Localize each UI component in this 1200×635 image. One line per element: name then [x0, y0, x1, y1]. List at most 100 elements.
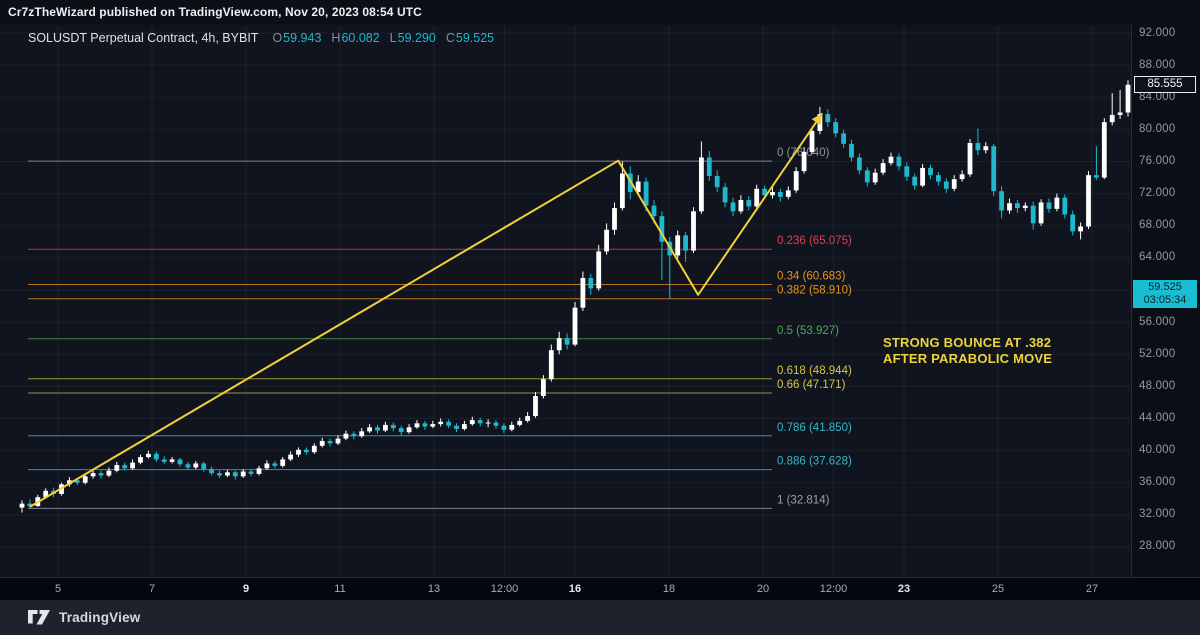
candle-up [138, 457, 143, 463]
time-axis-label-9: 9 [242, 583, 250, 595]
candle-up [462, 424, 467, 429]
annotation-line-1: STRONG BOUNCE AT .382 [883, 335, 1052, 350]
time-axis-label-20: 20 [756, 583, 770, 595]
candle-down [398, 428, 404, 433]
candle-down [501, 425, 507, 430]
candle-down [1030, 205, 1036, 224]
candle-down [304, 449, 309, 453]
candle-down [454, 425, 459, 429]
candle-down [706, 157, 712, 176]
chart-pane[interactable]: 0 (76.040) 0.236 (65.075) 0.34 (60.683) 0.3… [0, 25, 1132, 577]
candle-down [375, 427, 380, 431]
candle-up [675, 235, 681, 256]
candle-up [1101, 122, 1107, 178]
candle-up [517, 420, 523, 425]
price-axis-label: 84.000 [1139, 90, 1176, 103]
candle-up [801, 151, 807, 172]
price-axis-label: 80.000 [1139, 122, 1176, 135]
candle-up [1054, 197, 1060, 209]
time-axis-label-11: 11 [334, 583, 346, 595]
candle-up [193, 463, 199, 468]
candle-up [572, 307, 578, 345]
candle-down [588, 277, 594, 289]
ohlc-h: H 60.082 [331, 31, 380, 45]
candle-down [999, 191, 1004, 211]
time-axis-label-27: 27 [1085, 583, 1099, 595]
candle-down [1062, 197, 1068, 215]
candle-down [98, 473, 104, 476]
candle-up [414, 423, 420, 428]
candle-down [209, 469, 214, 474]
time-axis-label-18: 18 [662, 583, 676, 595]
candle-up [1007, 203, 1012, 211]
price-axis-label: 68.000 [1139, 219, 1176, 232]
candle-up [359, 431, 365, 437]
candle-up [1086, 175, 1091, 227]
fib-label-0.886: 0.886 (37.628) [777, 456, 852, 468]
candle-down [643, 181, 649, 206]
candle-down [833, 122, 839, 134]
candle-up [1125, 84, 1131, 113]
countdown-badge: 59.525 03:05:34 [1133, 279, 1197, 308]
candle-up [596, 251, 602, 289]
price-axis-label: 48.000 [1139, 379, 1176, 392]
candle-down [1046, 202, 1052, 209]
candle-up [319, 440, 325, 446]
time-axis[interactable]: 5 7 9 11 13 12:00 16 18 20 12:00 23 25 27 [0, 577, 1200, 600]
fib-label-0.236: 0.236 (65.075) [777, 235, 852, 247]
countdown-price: 59.525 [1148, 280, 1182, 293]
tradingview-logo[interactable] [27, 609, 51, 626]
trend-arrowhead [811, 113, 823, 126]
price-axis-label: 44.000 [1139, 411, 1176, 424]
candle-down [201, 463, 207, 470]
fib-label-0.34: 0.34 (60.683) [777, 271, 846, 283]
candle-down [746, 200, 752, 207]
trend-line [29, 112, 824, 508]
fib-label-1: 1 (32.814) [777, 494, 830, 506]
candle-down [991, 146, 997, 192]
candle-down [1015, 203, 1020, 209]
candle-up [438, 421, 444, 425]
candle-up [280, 459, 286, 466]
candle-up [548, 350, 554, 380]
countdown-timer: 03:05:34 [1143, 294, 1187, 307]
candle-down [422, 423, 428, 427]
candle-down [161, 459, 167, 462]
candlestick-plot[interactable]: 0 (76.040)0.236 (65.075)0.34 (60.683)0.3… [0, 25, 1132, 577]
fib-label-0.382: 0.382 (58.910) [777, 285, 852, 297]
ohlc-l: L 59.290 [389, 31, 436, 45]
candle-up [620, 173, 625, 209]
time-axis-label-23: 23 [897, 583, 911, 595]
candle-down [651, 205, 657, 217]
ohlc-o: O 59.943 [272, 31, 322, 45]
symbol-title: SOLUSDT Perpetual Contract, 4h, BYBIT [28, 31, 259, 45]
candle-up [872, 172, 878, 183]
fib-label-0.618: 0.618 (48.944) [777, 365, 852, 377]
candle-down [272, 463, 278, 466]
candle-up [367, 427, 372, 432]
tradingview-brand-text[interactable]: TradingView [59, 610, 141, 625]
candle-up [19, 503, 25, 508]
candle-down [477, 420, 483, 424]
candle-down [446, 421, 451, 426]
candle-up [770, 192, 775, 196]
candle-up [967, 143, 973, 175]
price-axis[interactable]: 85.555 59.525 03:05:34 92.000 88.000 84.00… [1133, 25, 1200, 577]
price-axis-label: 40.000 [1139, 444, 1176, 457]
candle-down [1094, 175, 1099, 178]
candle-up [1022, 205, 1028, 209]
candle-down [841, 133, 846, 144]
candle-up [691, 211, 696, 251]
candle-down [564, 338, 570, 345]
attribution-bar: Cr7zTheWizard published on TradingView.c… [0, 0, 1200, 25]
candle-up [383, 424, 388, 431]
candle-up [146, 453, 151, 458]
candle-down [27, 503, 33, 507]
fib-label-0.66: 0.66 (47.171) [777, 379, 846, 391]
candle-down [778, 192, 783, 197]
candle-up [335, 438, 341, 444]
candle-up [296, 449, 301, 455]
candle-down [912, 176, 918, 186]
candle-up [880, 163, 886, 173]
candle-up [888, 156, 894, 164]
